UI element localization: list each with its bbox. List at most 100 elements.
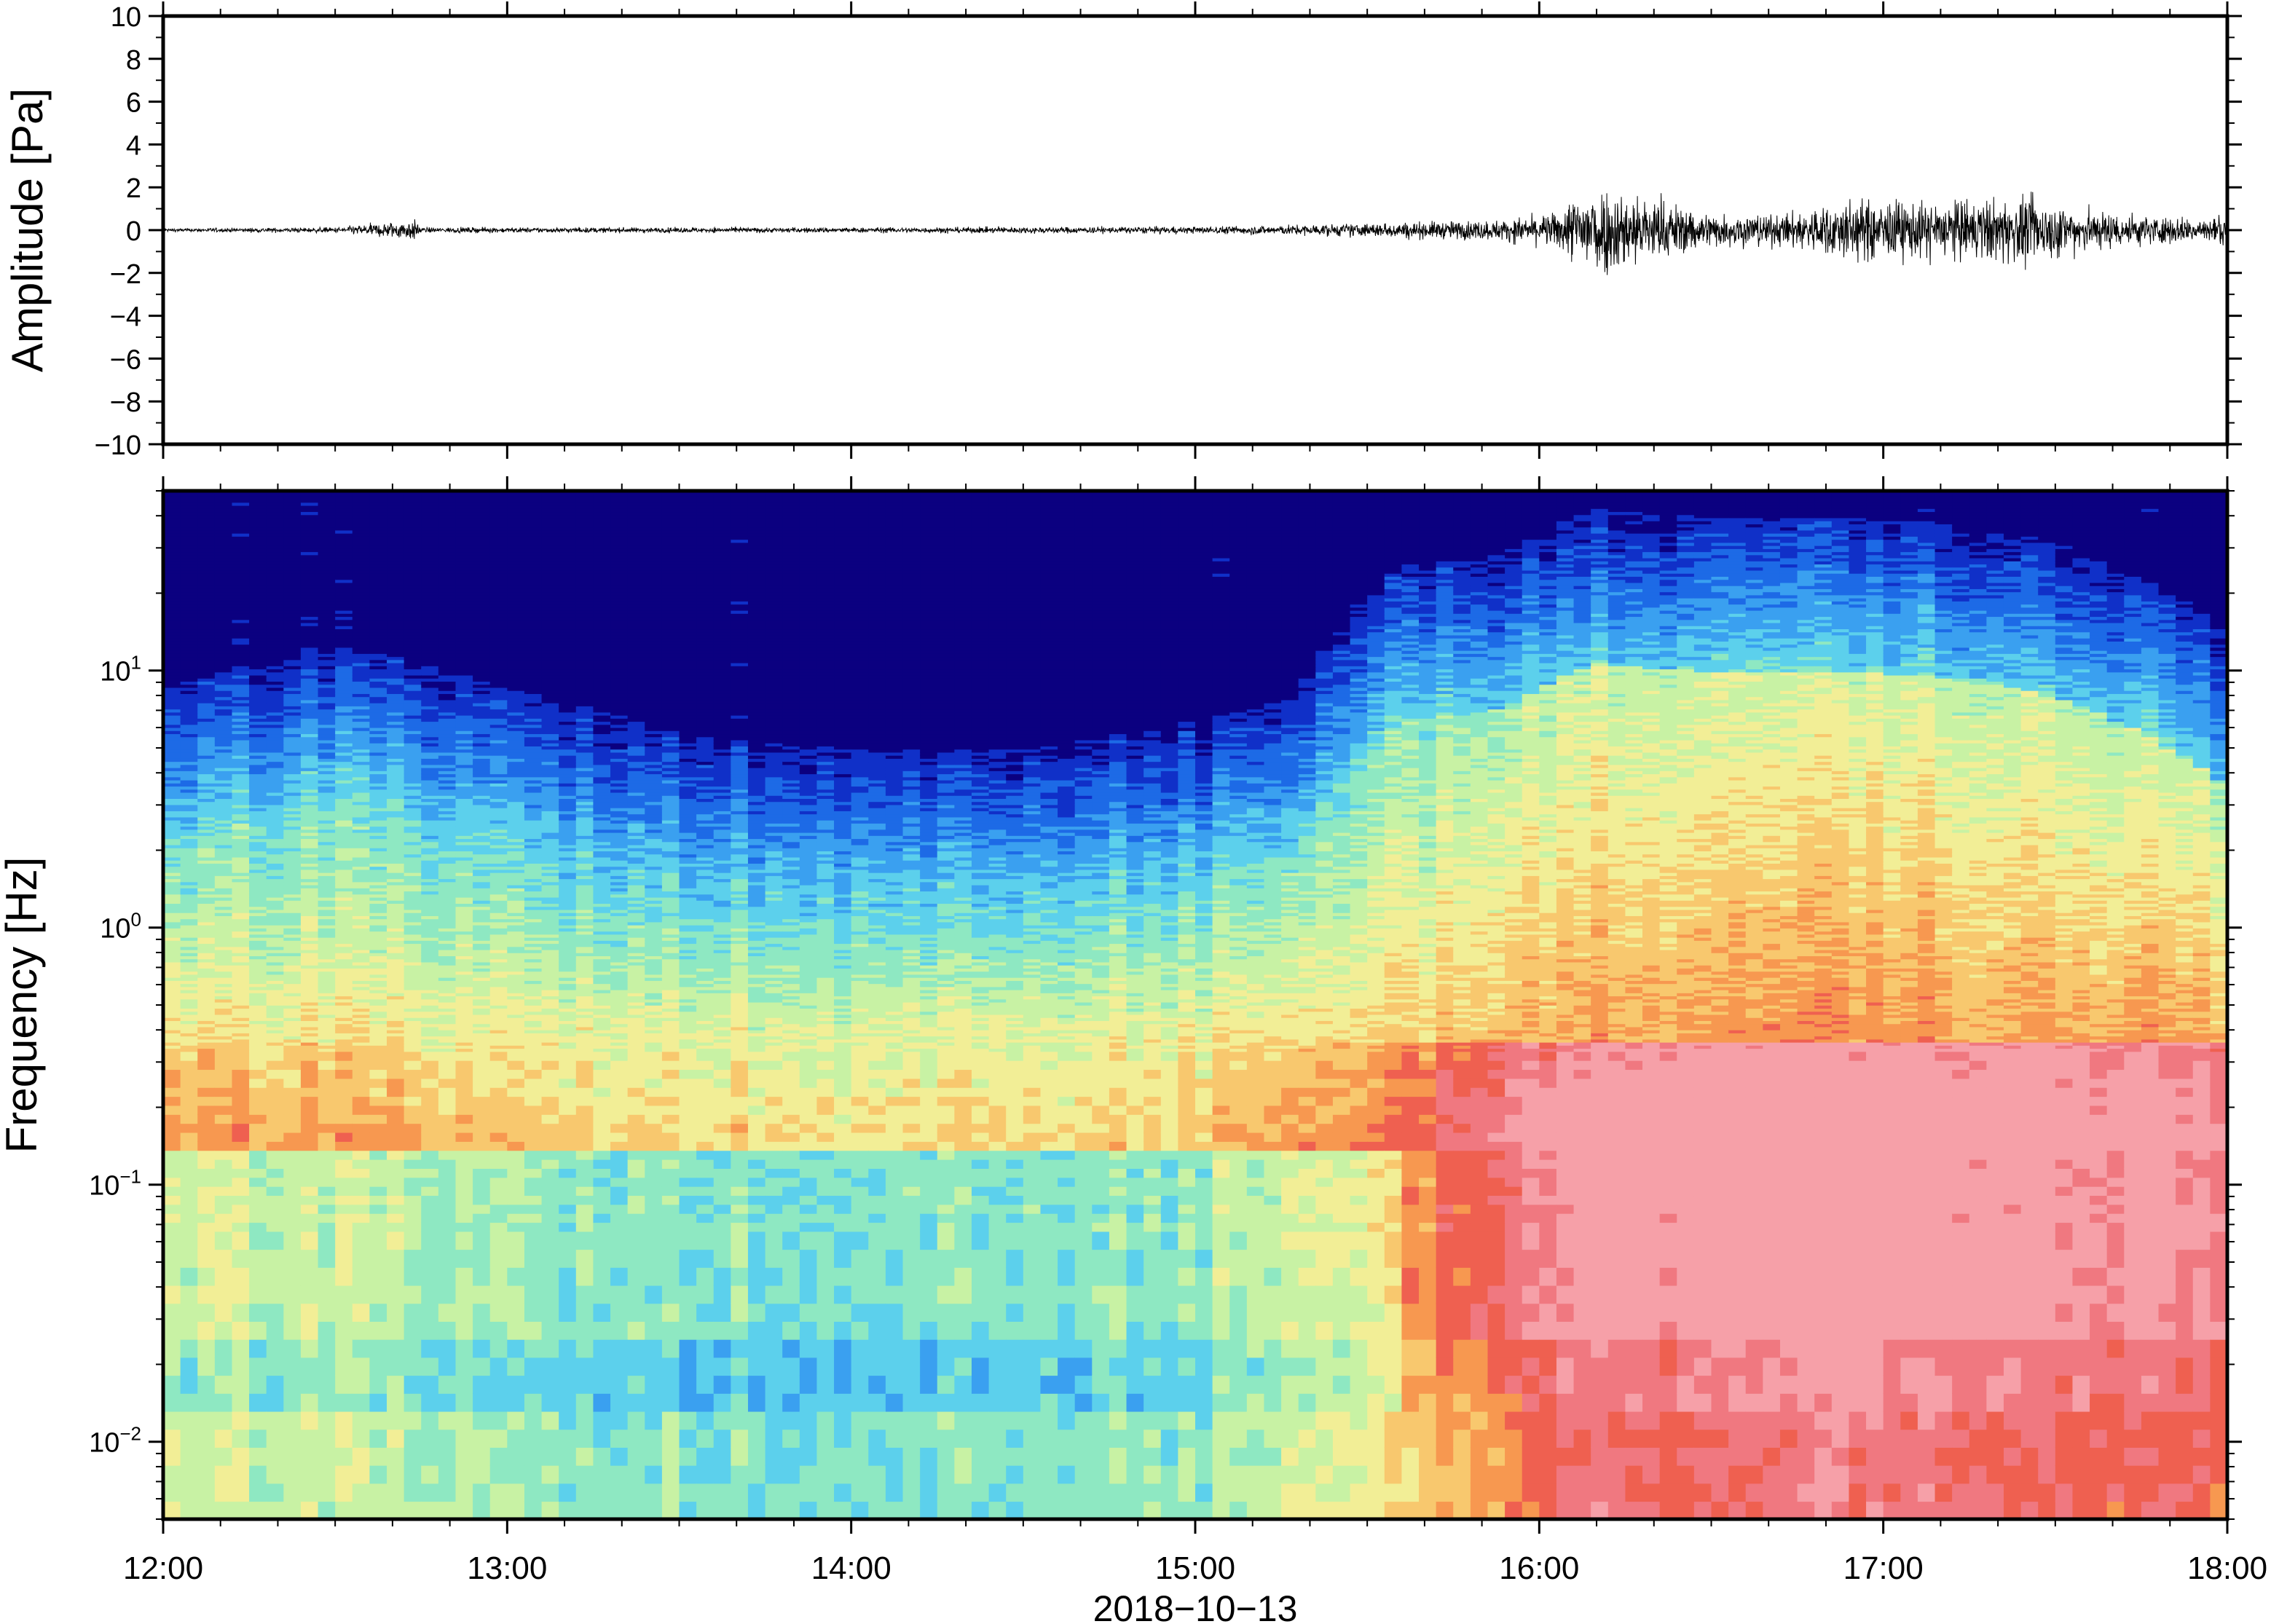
spectrogram-cell bbox=[369, 1483, 387, 1502]
spectrogram-cell bbox=[507, 1087, 524, 1097]
spectrogram-cell bbox=[421, 1141, 438, 1151]
spectrogram-cell bbox=[490, 1321, 508, 1340]
spectrogram-cell bbox=[421, 1393, 438, 1412]
spectrogram-cell bbox=[283, 1186, 301, 1196]
spectrogram-cell bbox=[197, 1168, 215, 1178]
spectrogram-cell bbox=[318, 1285, 336, 1304]
spectrogram-cell bbox=[301, 1429, 318, 1448]
spectrogram-cell bbox=[507, 1096, 524, 1105]
spectrogram-cell bbox=[353, 1096, 370, 1105]
spectrogram-cell bbox=[438, 1339, 456, 1358]
spectrogram-cell bbox=[490, 1079, 508, 1088]
spectrogram-cell bbox=[524, 1375, 542, 1394]
spectrogram-cell bbox=[232, 1411, 249, 1430]
spectrogram-cell bbox=[318, 1159, 336, 1169]
spectrogram-cell bbox=[507, 1429, 524, 1448]
spectrogram-cell bbox=[249, 1150, 267, 1159]
spectrogram-cell bbox=[353, 1213, 370, 1223]
spectrogram-cell bbox=[524, 1105, 542, 1115]
spectrogram-cell bbox=[542, 1447, 559, 1466]
spectrogram-cell bbox=[267, 1321, 284, 1340]
spectrogram-cell bbox=[473, 1393, 490, 1412]
spectrogram-cell bbox=[335, 1483, 353, 1502]
spectrogram-cell bbox=[369, 1249, 387, 1268]
spectrogram-cell bbox=[404, 1213, 422, 1223]
spectrogram-cell bbox=[197, 1321, 215, 1340]
spectrogram-cell bbox=[421, 1205, 438, 1214]
spectrogram-cell bbox=[507, 1168, 524, 1178]
spectrogram-cell bbox=[283, 1132, 301, 1142]
spectrogram-cell bbox=[542, 1231, 559, 1250]
spectrogram-cell bbox=[335, 1339, 353, 1358]
spectrogram-cell bbox=[473, 1060, 490, 1070]
spectrogram-cell bbox=[232, 1375, 249, 1394]
spectrogram-cell bbox=[387, 1339, 404, 1358]
spectrogram-cell bbox=[438, 1069, 456, 1079]
spectrogram-cell bbox=[353, 1178, 370, 1187]
spectrogram-cell bbox=[249, 1186, 267, 1196]
spectrogram-cell bbox=[267, 1168, 284, 1178]
spectrogram-cell bbox=[421, 1123, 438, 1132]
spectrogram-cell bbox=[215, 1178, 232, 1187]
spectrogram-cell bbox=[163, 1375, 181, 1394]
spectrogram-cell bbox=[301, 1150, 318, 1159]
spectrogram-cell bbox=[267, 1186, 284, 1196]
spectrogram-cell bbox=[181, 1141, 198, 1151]
spectrogram-cell bbox=[455, 1213, 473, 1223]
spectrogram-cell bbox=[283, 1321, 301, 1340]
waveform-y-axis-title: Amplitude [Pa] bbox=[3, 88, 52, 372]
spectrogram-cell bbox=[369, 1375, 387, 1394]
spectrogram-cell bbox=[335, 1141, 353, 1151]
spectrogram-cell bbox=[267, 1411, 284, 1430]
spectrogram-cell bbox=[318, 1375, 336, 1394]
spectrogram-cell bbox=[197, 1393, 215, 1412]
spectrogram-cell bbox=[249, 1105, 267, 1115]
spectrogram-cell bbox=[542, 1303, 559, 1322]
spectrogram-cell bbox=[215, 1060, 232, 1070]
spectrogram-cell bbox=[267, 1178, 284, 1187]
spectrogram-cell bbox=[438, 1429, 456, 1448]
spectrogram-cell bbox=[438, 1087, 456, 1097]
spectrogram-cell bbox=[353, 1195, 370, 1205]
spectrogram-cell bbox=[404, 1465, 422, 1484]
spectrogram-cell bbox=[335, 1231, 353, 1250]
spectrogram-cell bbox=[249, 1087, 267, 1097]
spectrogram-cell bbox=[421, 1213, 438, 1223]
spectrogram-cell bbox=[232, 1186, 249, 1196]
spectrogram-cell bbox=[318, 1447, 336, 1466]
spectrogram-cell bbox=[318, 1123, 336, 1132]
spectrogram-cell bbox=[283, 1501, 301, 1520]
spectrogram-cell bbox=[181, 1150, 198, 1159]
spectrogram-cell bbox=[283, 1114, 301, 1124]
spectrogram-cell bbox=[490, 1087, 508, 1097]
spectrogram-cell bbox=[353, 1501, 370, 1520]
spectrogram-cell bbox=[507, 1132, 524, 1142]
spectrogram-cell bbox=[232, 1429, 249, 1448]
spectrogram-cell bbox=[455, 1267, 473, 1286]
spectrogram-cell bbox=[335, 1249, 353, 1268]
spectrogram-cell bbox=[542, 1178, 559, 1187]
spectrogram-cell bbox=[267, 1222, 284, 1231]
spectrogram-cell bbox=[232, 1178, 249, 1187]
spectrogram-cell bbox=[404, 1222, 422, 1231]
spectrogram-cell bbox=[438, 1168, 456, 1178]
spectrogram-cell bbox=[353, 1123, 370, 1132]
spectrogram-cell bbox=[181, 1465, 198, 1484]
spectrogram-cell bbox=[353, 1267, 370, 1286]
spectrogram-cell bbox=[490, 1411, 508, 1430]
spectrogram-cell bbox=[542, 1105, 559, 1115]
spectrogram-cell bbox=[369, 1429, 387, 1448]
spectrogram-cell bbox=[267, 1249, 284, 1268]
spectrogram-cell bbox=[404, 1411, 422, 1430]
spectrogram-cell bbox=[335, 1321, 353, 1340]
spectrogram-cell bbox=[197, 1105, 215, 1115]
spectrogram-cell bbox=[215, 1114, 232, 1124]
spectrogram-cell bbox=[318, 1087, 336, 1097]
spectrogram-cell bbox=[283, 1052, 301, 1061]
spectrogram-cell bbox=[404, 1168, 422, 1178]
spectrogram-cell bbox=[438, 1285, 456, 1304]
spectrogram-cell bbox=[369, 1087, 387, 1097]
spectrogram-panel: 10110010−110−2 12:00 13:00 14:00 15:00 16:00… bbox=[0, 476, 2267, 1624]
spectrogram-cell bbox=[438, 1195, 456, 1205]
spectrogram-cell bbox=[249, 1213, 267, 1223]
